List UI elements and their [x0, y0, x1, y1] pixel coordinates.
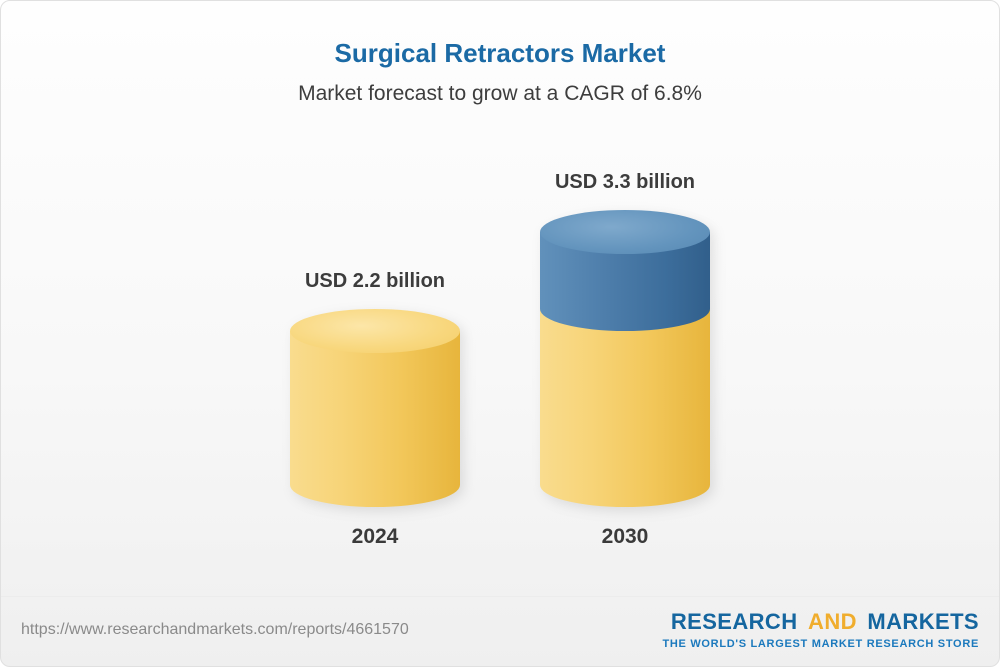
bar-value-label-2030: USD 3.3 billion — [554, 171, 696, 193]
bar-value-label-2024: USD 2.2 billion — [304, 270, 446, 292]
bar-cylinder-2030 — [540, 210, 710, 507]
bar-category-label-2024: 2024 — [351, 525, 399, 548]
logo-wordmark: RESEARCH AND MARKETS — [671, 609, 979, 635]
bar-cylinder-2024 — [290, 309, 460, 507]
bar-category-label-2030: 2030 — [601, 525, 649, 548]
bar-group-2030: USD 3.3 billion 2030 — [540, 171, 710, 549]
report-url-link[interactable]: https://www.researchandmarkets.com/repor… — [21, 620, 409, 638]
chart-title: Surgical Retractors Market — [334, 38, 666, 68]
bar-chart-plot: USD 2.2 billion 2024 USD 3.3 billion 203… — [1, 171, 999, 549]
logo-tagline: THE WORLD'S LARGEST MARKET RESEARCH STOR… — [662, 638, 979, 650]
chart-header: Surgical Retractors Market Market foreca… — [1, 1, 999, 107]
logo-word-markets: MARKETS — [867, 609, 979, 634]
logo-word-and: AND — [808, 609, 857, 634]
logo-word-research: RESEARCH — [670, 609, 798, 634]
research-and-markets-logo: RESEARCH AND MARKETS THE WORLD'S LARGEST… — [662, 609, 979, 650]
bar-group-2024: USD 2.2 billion 2024 — [290, 270, 460, 549]
footer: https://www.researchandmarkets.com/repor… — [1, 596, 999, 666]
chart-subtitle: Market forecast to grow at a CAGR of 6.8… — [298, 82, 702, 105]
